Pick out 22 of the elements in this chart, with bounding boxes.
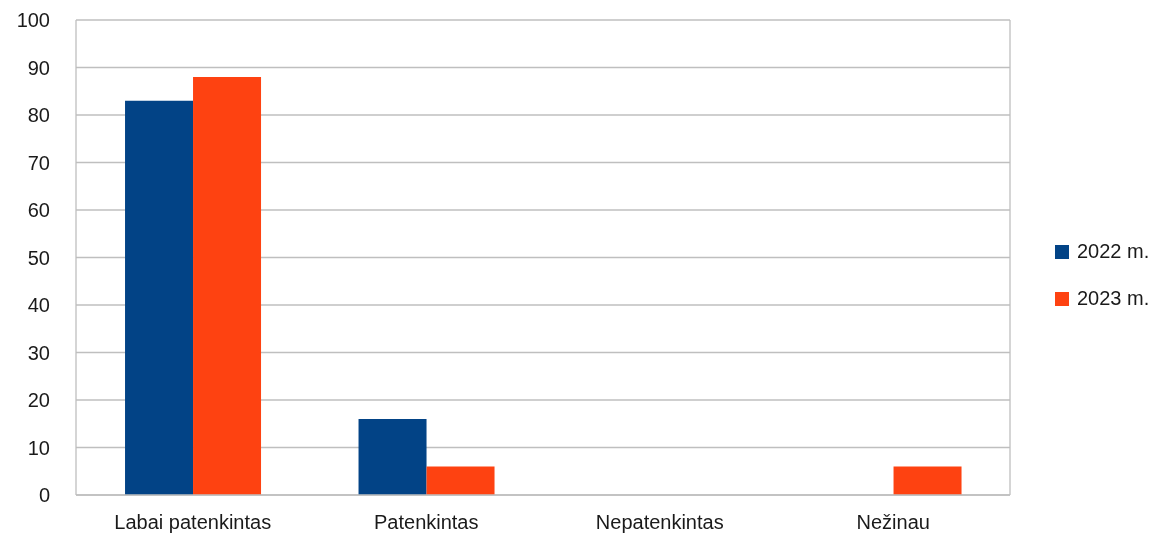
y-tick-label: 30 [27,341,50,364]
y-tick-label: 0 [38,484,50,507]
y-tick-label: 40 [27,294,50,317]
y-tick-label: 80 [27,104,50,127]
bar [358,419,427,495]
y-tick-label: 90 [27,56,50,79]
y-tick-label: 50 [27,246,50,269]
y-tick-label: 60 [27,199,50,222]
y-tick-label: 20 [27,389,50,412]
x-tick-label: Nežinau [856,511,930,534]
bar [193,77,262,495]
legend-label: 2022 m. [1077,240,1150,263]
x-tick-label: Labai patenkintas [114,511,272,534]
y-tick-label: 10 [27,436,50,459]
y-tick-label: 70 [27,151,50,174]
bar [426,466,495,495]
legend-label: 2023 m. [1077,287,1150,310]
y-tick-label: 100 [16,9,50,32]
x-tick-label: Patenkintas [373,511,479,534]
bar [125,100,194,495]
x-tick-label: Nepatenkintas [595,511,724,534]
bar [893,466,962,495]
